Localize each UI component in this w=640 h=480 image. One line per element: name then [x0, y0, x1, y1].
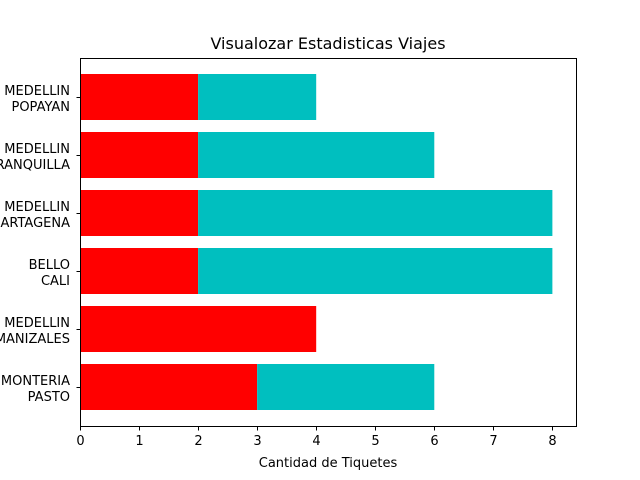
bar-red-2 — [80, 190, 199, 236]
plot-frame — [80, 58, 577, 427]
bar-teal-3 — [198, 248, 553, 294]
chart-title: Visualozar Estadisticas Viajes — [210, 34, 445, 53]
x-tick-label-4: 4 — [312, 434, 320, 449]
bar-red-3 — [80, 248, 199, 294]
bar-red-1 — [80, 132, 199, 178]
x-tick-label-3: 3 — [253, 434, 261, 449]
y-tick-label-0: MEDELLIN POPAYAN — [4, 84, 70, 115]
bar-teal-2 — [198, 190, 553, 236]
bar-teal-0 — [198, 74, 317, 120]
bar-red-0 — [80, 74, 199, 120]
bar-teal-5 — [257, 364, 435, 410]
y-tick-label-3: BELLO CALI — [29, 258, 70, 289]
bar-teal-1 — [198, 132, 435, 178]
x-tick-label-0: 0 — [76, 434, 84, 449]
x-tick-label-6: 6 — [430, 434, 438, 449]
x-axis-ticks: 0 1 2 3 4 5 6 7 8 — [76, 426, 557, 449]
y-tick-label-1: MEDELLINBARRANQUILLA — [0, 142, 70, 173]
y-tick-label-2: MEDELLINCARTAGENA — [0, 200, 70, 231]
y-tick-label-5: MONTERIA PASTO — [1, 374, 70, 405]
bar-red-5 — [80, 364, 258, 410]
x-tick-label-8: 8 — [548, 434, 556, 449]
x-tick-label-1: 1 — [135, 434, 143, 449]
x-tick-label-7: 7 — [489, 434, 497, 449]
bars-group — [80, 74, 553, 410]
x-tick-label-5: 5 — [371, 434, 379, 449]
bar-red-4 — [80, 306, 317, 352]
x-axis-label: Cantidad de Tiquetes — [259, 456, 398, 471]
y-tick-label-4: MEDELLIN MANIZALES — [0, 316, 70, 347]
x-tick-label-2: 2 — [194, 434, 202, 449]
